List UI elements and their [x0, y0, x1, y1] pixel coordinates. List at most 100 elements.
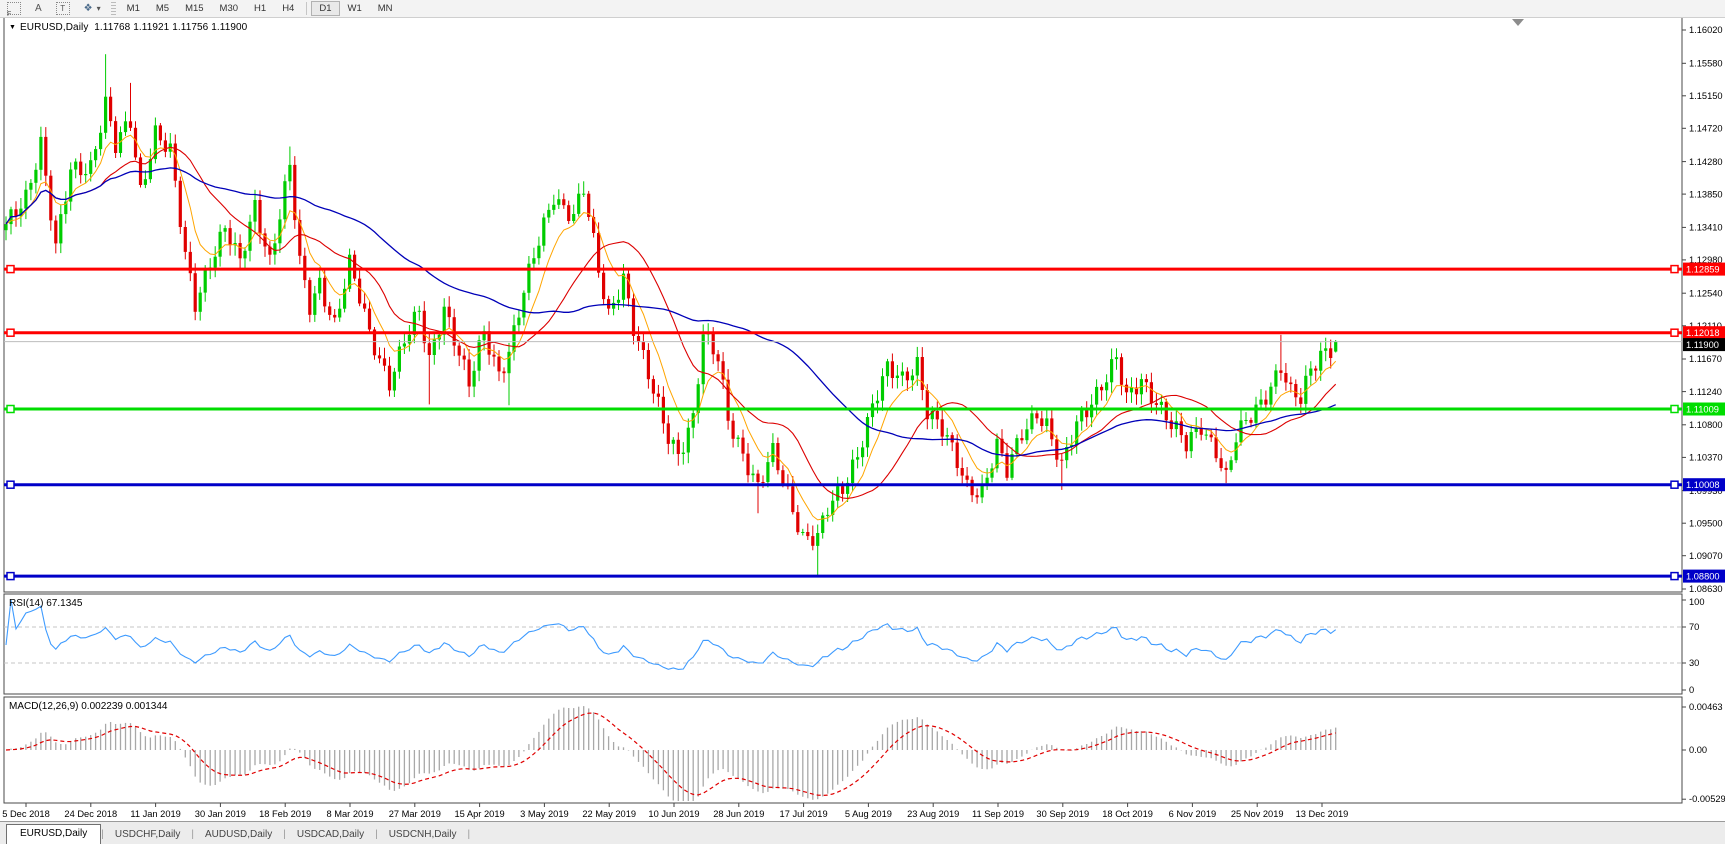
text-tool-button[interactable]: A [28, 2, 49, 15]
macd-histogram [10, 706, 1337, 801]
date-label: 27 Mar 2019 [389, 809, 441, 819]
date-label: 22 May 2019 [582, 809, 636, 819]
price-tick-label: 1.09070 [1689, 551, 1723, 561]
label-tool-icon: T [55, 2, 70, 15]
svg-text:1.12859: 1.12859 [1686, 265, 1720, 275]
macd-tick-label: 0.00 [1689, 745, 1707, 755]
timeframe-button-M1[interactable]: M1 [126, 3, 140, 14]
rsi-line [5, 599, 1337, 670]
frame-tool-button[interactable]: F [0, 1, 28, 18]
current-price-tag: 1.11900 [1683, 338, 1725, 352]
price-tick-label: 1.14280 [1689, 157, 1723, 167]
date-label: 23 Aug 2019 [907, 809, 959, 819]
date-label: 11 Jan 2019 [130, 809, 181, 819]
text-tool-icon: A [35, 3, 42, 14]
main-panel-frame [3, 16, 1683, 593]
toolbar: F A T ❖ ▾ M1 M5 M15 M30 H1 H4 D1 W1 MN [0, 0, 1725, 18]
price-tag-1.10008: 1.10008 [1683, 478, 1725, 492]
svg-text:1.08800: 1.08800 [1686, 572, 1720, 582]
date-label: 5 Aug 2019 [845, 809, 892, 819]
date-label: 5 Dec 2018 [2, 809, 50, 819]
rsi-tick-label: 70 [1689, 622, 1699, 632]
price-tag-1.11009: 1.11009 [1683, 402, 1725, 416]
tab-audusd[interactable]: AUDUSD,Daily [205, 829, 273, 840]
timeframe-button-M5[interactable]: M5 [155, 3, 170, 14]
rsi-tick-label: 0 [1689, 685, 1694, 695]
date-label: 8 Mar 2019 [326, 809, 373, 819]
price-tag-1.08800: 1.08800 [1683, 569, 1725, 583]
ma-slow-line [5, 167, 1336, 457]
price-tick-label: 1.11240 [1689, 387, 1722, 397]
price-tick-label: 1.15580 [1689, 59, 1723, 69]
timeframe-button-D1[interactable]: D1 [311, 1, 340, 16]
date-label: 13 Dec 2019 [1296, 809, 1349, 819]
timeframe-button-W1[interactable]: W1 [347, 3, 362, 14]
date-label: 15 Apr 2019 [455, 809, 505, 819]
date-label: 18 Oct 2019 [1102, 809, 1153, 819]
date-label: 11 Sep 2019 [972, 809, 1024, 819]
svg-text:1.10008: 1.10008 [1686, 480, 1720, 490]
toolbar-separator [306, 2, 308, 15]
date-label: 3 May 2019 [520, 809, 569, 819]
horizontal-line-1.10008[interactable] [4, 480, 1682, 489]
date-label: 18 Feb 2019 [259, 809, 311, 819]
rsi-tick-label: 100 [1689, 597, 1705, 607]
frame-tool-icon: F [7, 2, 21, 18]
horizontal-line-1.11009[interactable] [4, 404, 1682, 414]
timeframe-button-H4[interactable]: H4 [282, 3, 295, 14]
date-label: 30 Sep 2019 [1036, 809, 1089, 819]
tab-separator: | [467, 829, 471, 840]
tab-usdcnh[interactable]: USDCNH,Daily [388, 829, 457, 840]
timeframe-button-MN[interactable]: MN [377, 3, 393, 14]
tab-usdchf[interactable]: USDCHF,Daily [114, 829, 181, 840]
ma-mid-line [5, 146, 1337, 499]
price-tick-label: 1.12540 [1689, 288, 1723, 298]
price-tick-label: 1.10800 [1689, 420, 1723, 430]
timeframe-button-M15[interactable]: M15 [185, 3, 204, 14]
horizontal-line-1.12018[interactable] [4, 328, 1682, 337]
tab-separator: | [191, 829, 195, 840]
tab-separator: | [375, 829, 378, 840]
timeframe-group: M1 M5 M15 M30 H1 H4 D1 W1 MN [119, 1, 401, 16]
price-tick-label: 1.15150 [1689, 91, 1723, 101]
macd-tick-label: -0.005299 [1689, 794, 1725, 804]
chevron-down-icon: ▾ [96, 4, 101, 13]
date-label: 28 Jun 2019 [713, 809, 764, 819]
label-tool-button[interactable]: T [49, 1, 77, 16]
price-tag-1.12859: 1.12859 [1683, 262, 1725, 276]
rsi-tick-label: 30 [1689, 658, 1699, 668]
symbol-tab-bar: EURUSD,Daily | USDCHF,Daily | AUDUSD,Daily | U… [0, 821, 1725, 844]
toolbar-drag-handle[interactable] [110, 2, 116, 15]
date-label: 10 Jun 2019 [648, 809, 699, 819]
price-tick-label: 1.12980 [1689, 255, 1723, 265]
date-label: 17 Jul 2019 [780, 809, 828, 819]
timeframe-button-M30[interactable]: M30 [219, 3, 239, 14]
price-tick-label: 1.14720 [1689, 124, 1723, 134]
price-tick-label: 1.08630 [1689, 584, 1723, 594]
price-tick-label: 1.16020 [1689, 25, 1723, 35]
price-tick-label: 1.13410 [1689, 223, 1723, 233]
price-tick-label: 1.12110 [1689, 321, 1722, 331]
arrows-tool-icon: ❖ [83, 3, 93, 14]
tab-separator: | [101, 829, 104, 840]
price-tick-label: 1.09500 [1689, 518, 1723, 528]
svg-text:1.11900: 1.11900 [1686, 340, 1719, 350]
date-label: 30 Jan 2019 [195, 809, 246, 819]
timeframe-button-H1[interactable]: H1 [254, 3, 267, 14]
tab-eurusd[interactable]: EURUSD,Daily [6, 824, 102, 844]
tab-separator: | [283, 829, 286, 840]
macd-signal-line [5, 712, 1336, 797]
tab-usdcad[interactable]: USDCAD,Daily [296, 829, 365, 840]
macd-tick-label: 0.00463 [1689, 702, 1723, 712]
rsi-panel-frame [3, 593, 1683, 695]
horizontal-line-1.12859[interactable] [4, 264, 1682, 274]
ma-fast-line [5, 134, 1337, 521]
chart-shift-marker-icon[interactable] [1512, 19, 1524, 26]
arrows-tool-button[interactable]: ❖ ▾ [77, 2, 108, 15]
horizontal-line-1.08800[interactable] [4, 571, 1682, 581]
date-label: 24 Dec 2018 [64, 809, 117, 819]
date-label: 6 Nov 2019 [1169, 809, 1217, 819]
price-tag-1.12018: 1.12018 [1683, 326, 1725, 340]
price-tick-label: 1.10370 [1689, 453, 1723, 463]
